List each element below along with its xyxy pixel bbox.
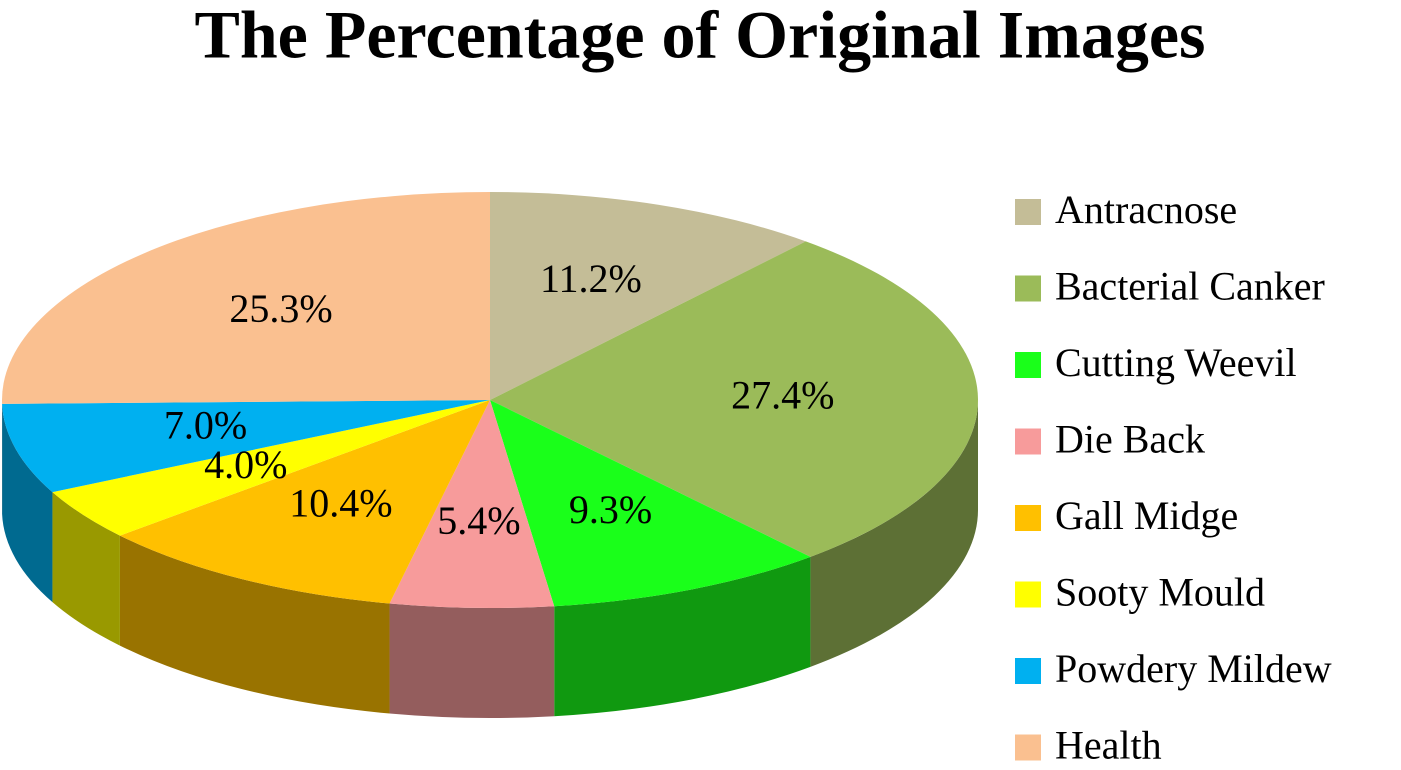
slice-side: [554, 556, 811, 717]
legend-label: Antracnose: [1055, 187, 1237, 232]
legend-label: Health: [1055, 723, 1162, 768]
slice: [52, 400, 490, 536]
data-label: 9.3%: [569, 487, 652, 532]
slice: [490, 192, 806, 400]
slice: [490, 400, 811, 607]
legend-swatch: [1015, 505, 1041, 531]
data-label: 11.2%: [540, 256, 642, 301]
legend-swatch: [1015, 658, 1041, 684]
legend-swatch: [1015, 581, 1041, 608]
slice-side: [2, 403, 53, 603]
legend-label: Powdery Mildew: [1055, 646, 1332, 691]
chart-title: The Percentage of Original Images: [194, 0, 1205, 73]
slice-side: [52, 492, 120, 646]
slice-side: [389, 603, 555, 719]
legend-label: Bacterial Canker: [1055, 264, 1325, 309]
data-label: 27.4%: [731, 372, 834, 417]
slice: [389, 400, 555, 609]
slice: [2, 400, 490, 493]
legend-label: Gall Midge: [1055, 493, 1238, 538]
legend-label: Die Back: [1055, 417, 1205, 462]
legend-swatch: [1015, 275, 1041, 302]
data-label: 5.4%: [437, 498, 520, 543]
legend-swatch: [1015, 734, 1041, 761]
legend-label: Cutting Weevil: [1055, 340, 1297, 385]
slice: [2, 192, 491, 404]
slice-side: [119, 535, 390, 714]
legend-label: Sooty Mould: [1055, 570, 1265, 615]
data-label: 10.4%: [289, 481, 392, 526]
legend-swatch: [1015, 199, 1041, 225]
data-label: 25.3%: [229, 286, 332, 331]
legend-swatch: [1015, 428, 1041, 455]
slice: [490, 241, 978, 557]
data-label: 7.0%: [164, 403, 247, 448]
slice-side: [810, 400, 978, 667]
data-label: 4.0%: [204, 442, 287, 487]
legend-swatch: [1015, 352, 1041, 378]
slice: [119, 400, 491, 604]
